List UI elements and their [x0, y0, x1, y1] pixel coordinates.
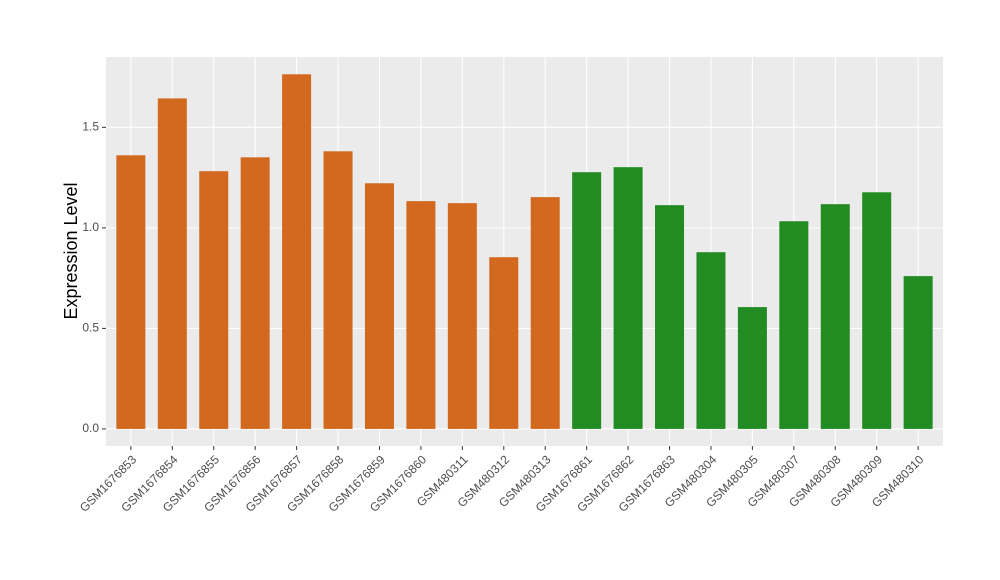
bar [779, 221, 809, 429]
bar [323, 151, 353, 429]
bar [737, 307, 767, 429]
bar [613, 167, 643, 429]
plot-panel [106, 57, 943, 446]
bar [572, 172, 602, 429]
bar [116, 155, 146, 429]
y-tick-label: 1.5 [82, 120, 99, 134]
bar [282, 74, 312, 429]
bar [364, 183, 394, 429]
bar [530, 197, 560, 429]
bar [862, 192, 892, 429]
bar [903, 276, 933, 429]
bar [406, 201, 436, 429]
y-axis-title: Expression Level [61, 182, 81, 319]
bar [240, 157, 270, 429]
bar [696, 252, 726, 429]
y-tick-label: 0.5 [82, 321, 99, 335]
bar [157, 98, 187, 429]
bar [199, 171, 229, 429]
bar [489, 257, 519, 429]
bar [447, 203, 477, 429]
bar [820, 204, 850, 429]
y-tick-label: 1.0 [82, 220, 99, 234]
bar [655, 205, 685, 429]
y-tick-label: 0.0 [82, 421, 99, 435]
